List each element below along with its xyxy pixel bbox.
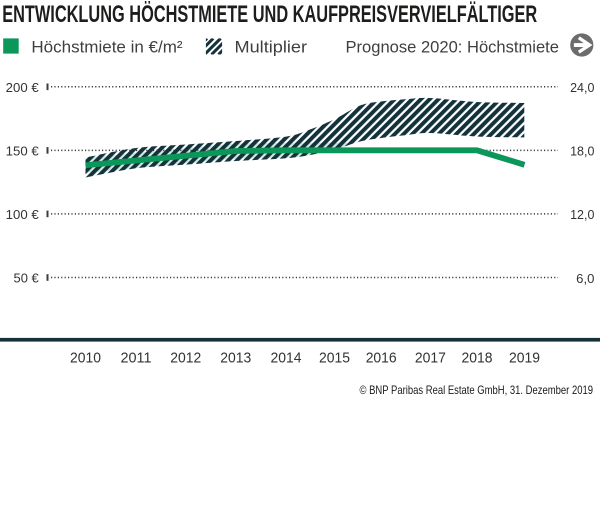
svg-text:24,0: 24,0 [570,80,594,95]
svg-text:2010: 2010 [70,350,101,367]
svg-text:Höchstmiete in €/m²: Höchstmiete in €/m² [31,37,182,56]
svg-text:2012: 2012 [170,350,201,367]
svg-text:2013: 2013 [220,350,251,367]
svg-text:© BNP Paribas Real Estate GmbH: © BNP Paribas Real Estate GmbH, 31. Deze… [360,383,594,397]
svg-text:150 €: 150 € [6,144,40,159]
svg-text:Multiplier: Multiplier [235,37,308,56]
svg-text:Prognose 2020: Höchstmiete: Prognose 2020: Höchstmiete [346,37,560,56]
svg-text:6,0: 6,0 [576,271,594,286]
svg-text:2011: 2011 [121,350,152,367]
svg-text:2014: 2014 [271,350,302,367]
svg-text:100 €: 100 € [6,207,40,222]
svg-text:2018: 2018 [462,350,493,367]
svg-text:2019: 2019 [509,350,540,367]
svg-text:2016: 2016 [366,350,397,367]
svg-text:18,0: 18,0 [570,144,594,159]
svg-text:50 €: 50 € [14,271,40,286]
svg-text:200 €: 200 € [6,80,40,95]
svg-text:12,0: 12,0 [570,207,594,222]
svg-text:2015: 2015 [319,350,350,367]
svg-text:ENTWICKLUNG HÖCHSTMIETE UND KA: ENTWICKLUNG HÖCHSTMIETE UND KAUFPREISVER… [2,1,537,28]
svg-text:2017: 2017 [415,350,446,367]
